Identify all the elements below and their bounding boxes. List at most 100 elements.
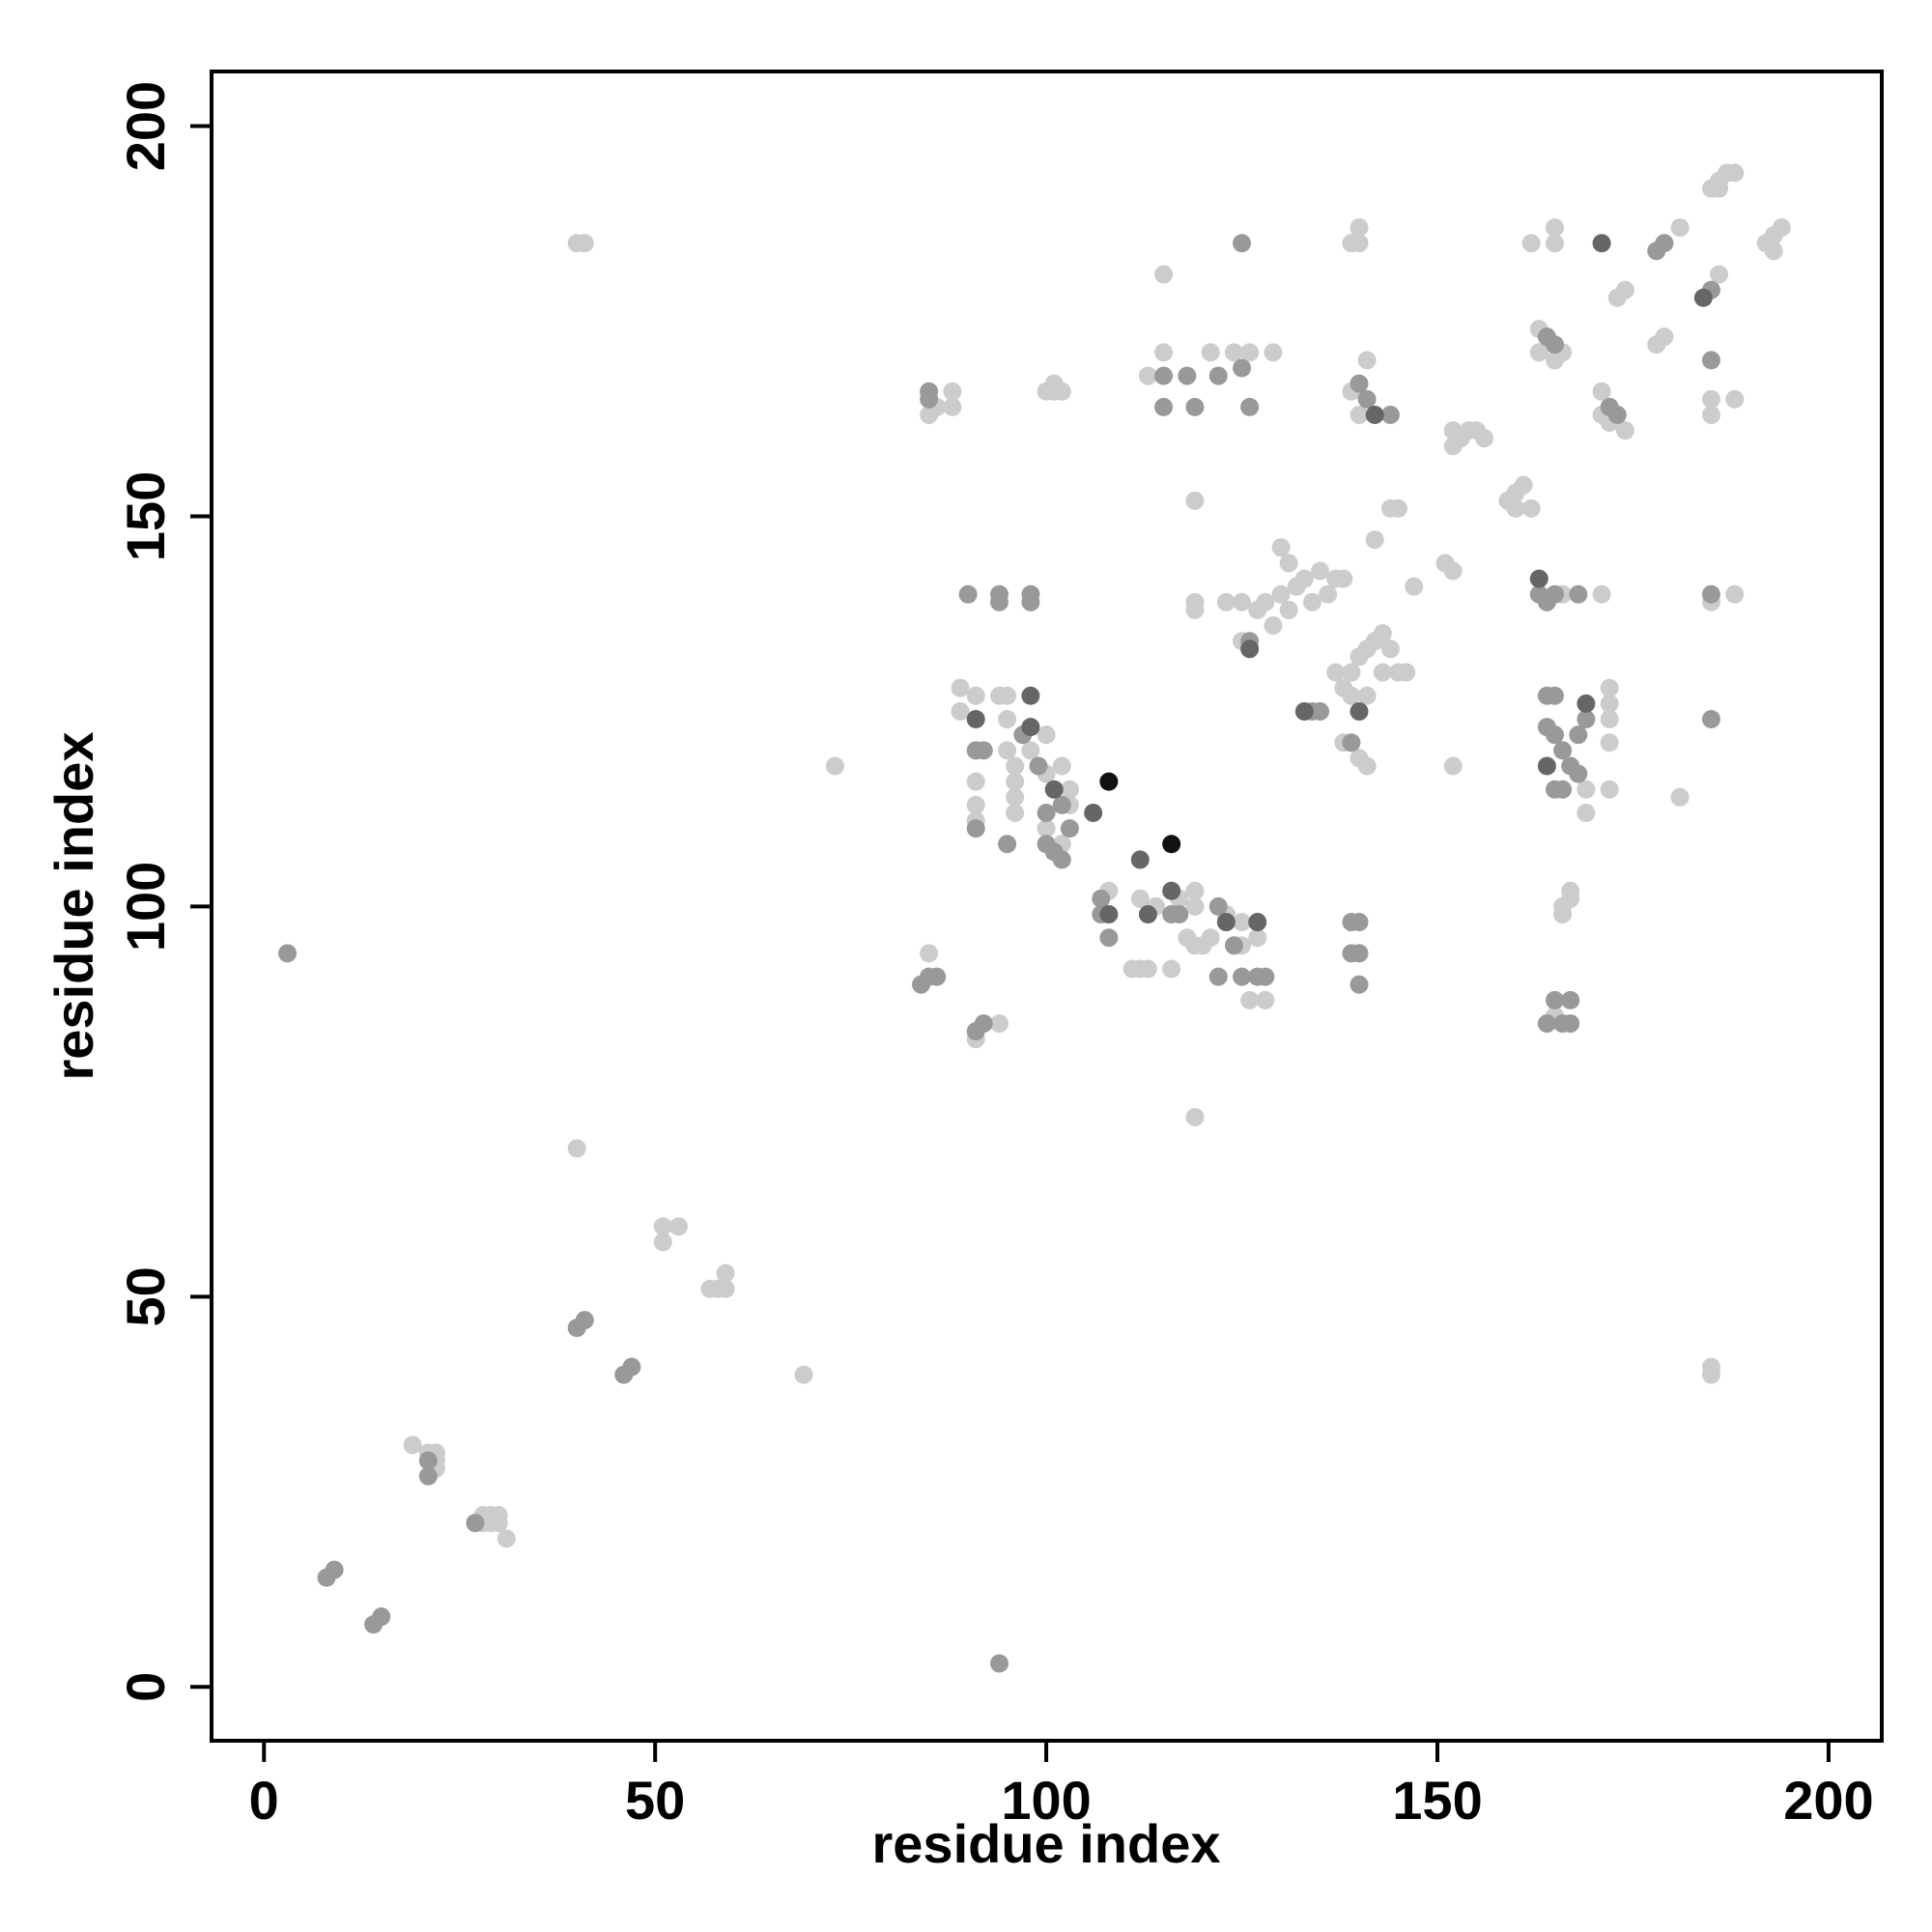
point <box>1725 584 1745 604</box>
x-tick-label: 200 <box>1783 1770 1873 1831</box>
point <box>1037 819 1056 838</box>
point <box>1130 850 1150 869</box>
point <box>951 701 970 721</box>
point <box>1701 389 1720 409</box>
point <box>1521 234 1541 253</box>
point <box>1710 179 1729 198</box>
point <box>1185 881 1205 900</box>
point <box>1162 904 1181 923</box>
point <box>1772 218 1791 238</box>
point <box>1350 701 1369 721</box>
point <box>1615 421 1634 440</box>
point <box>1600 678 1619 697</box>
point <box>1545 584 1564 604</box>
point <box>990 584 1009 604</box>
x-axis-title: residue index <box>871 1813 1220 1874</box>
point <box>418 1466 438 1486</box>
point <box>943 382 962 401</box>
point <box>1600 710 1619 729</box>
point <box>1545 218 1564 238</box>
marks <box>278 163 1791 1673</box>
point <box>622 1357 641 1377</box>
point <box>1545 351 1564 370</box>
point <box>1271 584 1291 604</box>
point <box>1037 725 1056 745</box>
y-tick-label: 100 <box>115 862 176 952</box>
point <box>1201 928 1220 948</box>
point <box>1670 787 1690 807</box>
point <box>1021 741 1040 760</box>
point <box>998 686 1017 705</box>
point <box>1701 1357 1720 1377</box>
point <box>1099 772 1119 791</box>
point <box>716 1279 735 1298</box>
point <box>1154 397 1174 416</box>
point <box>1185 397 1205 416</box>
point <box>1208 896 1228 916</box>
point <box>1514 475 1533 495</box>
point <box>998 835 1017 854</box>
point <box>1342 234 1361 253</box>
point <box>920 944 939 963</box>
y-tick-label: 50 <box>115 1266 176 1326</box>
point <box>1052 795 1071 814</box>
point <box>1710 265 1729 284</box>
point <box>966 795 985 814</box>
point <box>1350 218 1369 238</box>
point <box>1397 663 1416 682</box>
point <box>1553 741 1573 760</box>
point <box>1233 234 1252 253</box>
point <box>1592 234 1611 253</box>
point <box>1545 234 1564 253</box>
point <box>1405 577 1424 596</box>
point <box>1201 343 1220 362</box>
point <box>1443 561 1463 581</box>
point <box>1279 600 1298 619</box>
point <box>466 1514 485 1533</box>
point <box>1380 639 1400 659</box>
point <box>567 1139 586 1158</box>
point <box>1592 584 1611 604</box>
point <box>794 1365 813 1384</box>
point <box>653 1233 672 1252</box>
point <box>1537 756 1556 776</box>
point <box>1248 600 1267 619</box>
point <box>1092 889 1111 908</box>
point <box>998 741 1017 760</box>
point <box>1099 904 1119 923</box>
x-tick-label: 150 <box>1392 1770 1482 1831</box>
point <box>1233 913 1252 932</box>
point <box>1178 366 1197 385</box>
point <box>1256 967 1275 986</box>
point <box>1357 756 1377 776</box>
point <box>668 1217 688 1236</box>
point <box>1240 639 1260 659</box>
point <box>1537 1014 1556 1034</box>
point <box>1264 616 1283 636</box>
point <box>716 1264 735 1283</box>
point <box>1365 530 1384 550</box>
point <box>1701 405 1720 424</box>
point <box>1365 405 1384 424</box>
point <box>1577 803 1596 822</box>
point <box>1545 686 1564 705</box>
y-tick-label: 0 <box>115 1672 176 1702</box>
point <box>1006 756 1025 776</box>
point <box>1537 327 1556 347</box>
point <box>1216 592 1236 611</box>
point <box>1443 437 1463 456</box>
point <box>1099 928 1119 948</box>
point <box>920 382 939 401</box>
point <box>1693 288 1713 307</box>
point <box>1357 686 1377 705</box>
point <box>1326 663 1346 682</box>
point <box>1162 881 1181 900</box>
point <box>1357 389 1377 409</box>
point <box>1294 569 1314 588</box>
y-tick-label: 200 <box>115 81 176 171</box>
point <box>1725 163 1745 183</box>
point <box>1615 280 1634 299</box>
point <box>1060 819 1079 838</box>
point <box>1162 959 1181 979</box>
